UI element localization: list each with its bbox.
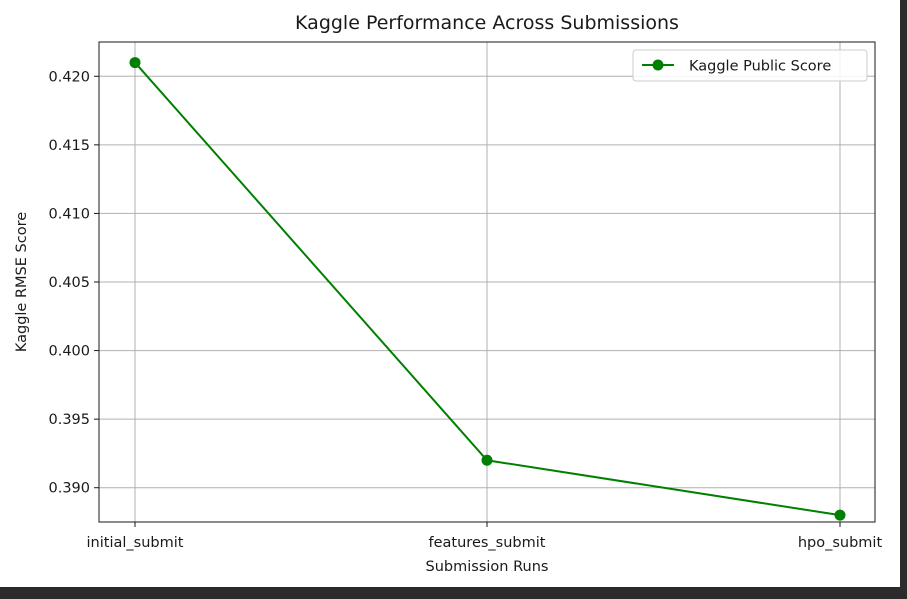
legend-box: [632, 49, 868, 82]
x-tick-label: initial_submit: [87, 535, 184, 551]
y-tick-label: 0.400: [48, 344, 90, 360]
y-tick-label: 0.395: [48, 412, 90, 428]
y-axis-label: Kaggle RMSE Score: [14, 212, 30, 352]
plot-area-frame: [98, 41, 876, 523]
legend: Kaggle Public Score: [632, 49, 868, 82]
y-tick-label: 0.410: [48, 206, 90, 222]
data-point: [481, 454, 493, 466]
legend-label: Kaggle Public Score: [689, 59, 831, 75]
series-layer: [129, 57, 846, 521]
line-chart: Kaggle Performance Across Submissions in…: [14, 12, 883, 575]
chart-title: Kaggle Performance Across Submissions: [295, 12, 679, 34]
y-tick-label: 0.390: [48, 481, 90, 497]
x-tick-label: hpo_submit: [798, 535, 883, 551]
y-tick-label: 0.415: [48, 138, 90, 154]
axes: initial_submit features_submit hpo_submit 0…: [48, 41, 883, 551]
y-tick-label: 0.405: [48, 275, 90, 291]
x-axis-label: Submission Runs: [426, 559, 549, 575]
data-point: [129, 57, 141, 69]
y-tick-label: 0.420: [48, 69, 90, 85]
x-tick-label: features_submit: [429, 535, 546, 551]
grid: [99, 42, 875, 522]
chart-frame: Kaggle Performance Across Submissions in…: [0, 0, 900, 587]
data-point: [834, 509, 846, 521]
legend-marker-swatch: [652, 59, 664, 71]
